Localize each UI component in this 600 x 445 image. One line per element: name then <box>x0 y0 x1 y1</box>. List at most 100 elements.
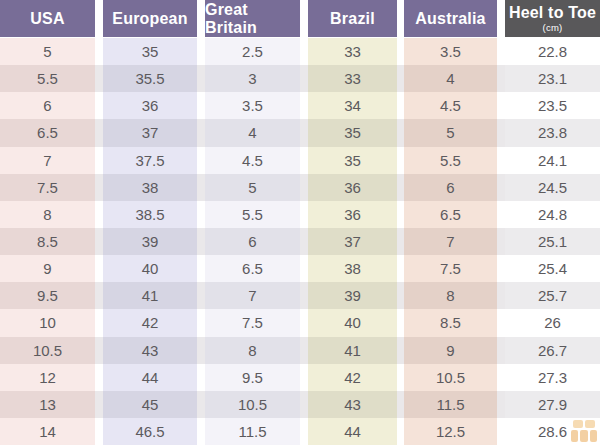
column-gap <box>197 228 205 255</box>
column-gap <box>497 391 505 418</box>
column-gap <box>300 228 308 255</box>
table-cell: 25.4 <box>505 255 600 282</box>
column-gap <box>497 65 505 92</box>
column-gap <box>497 228 505 255</box>
table-row: 7.538536624.5 <box>0 174 600 201</box>
table-cell: 4 <box>205 119 300 146</box>
column-gap <box>397 174 404 201</box>
table-cell: 8.5 <box>0 228 95 255</box>
column-gap <box>95 309 103 336</box>
column-gap <box>95 201 103 228</box>
column-gap <box>397 309 404 336</box>
table-cell: 3 <box>205 65 300 92</box>
table-cell: 22.8 <box>505 38 600 65</box>
column-gap <box>300 0 308 38</box>
table-body: 5352.5333.522.85.535.5333423.16363.5344.… <box>0 38 600 445</box>
table-header-row: USA European Great Britain Brazil Austra… <box>0 0 600 38</box>
column-gap <box>397 418 404 445</box>
table-cell: 35.5 <box>103 65 197 92</box>
column-gap <box>197 119 205 146</box>
table-row: 134510.54311.527.9 <box>0 391 600 418</box>
table-cell: 6 <box>0 92 95 119</box>
table-cell: 37 <box>103 119 197 146</box>
column-gap <box>197 255 205 282</box>
table-cell: 23.1 <box>505 65 600 92</box>
column-gap <box>497 309 505 336</box>
table-cell: 14 <box>0 418 95 445</box>
column-gap <box>397 255 404 282</box>
column-gap <box>197 65 205 92</box>
table-cell: 24.5 <box>505 174 600 201</box>
table-cell: 28.6 <box>505 418 600 445</box>
table-cell: 35 <box>308 119 397 146</box>
table-row: 737.54.5355.524.1 <box>0 147 600 174</box>
table-row: 6.537435523.8 <box>0 119 600 146</box>
table-cell: 33 <box>308 38 397 65</box>
column-gap <box>197 0 205 38</box>
table-cell: 5.5 <box>0 65 95 92</box>
table-cell: 46.5 <box>103 418 197 445</box>
column-gap <box>397 119 404 146</box>
column-header-usa: USA <box>0 0 95 37</box>
table-cell: 40 <box>308 309 397 336</box>
column-gap <box>95 228 103 255</box>
column-gap <box>497 201 505 228</box>
column-gap <box>397 282 404 309</box>
column-gap <box>95 391 103 418</box>
column-gap <box>300 364 308 391</box>
column-gap <box>95 282 103 309</box>
table-cell: 25.7 <box>505 282 600 309</box>
table-cell: 39 <box>308 282 397 309</box>
table-cell: 34 <box>308 92 397 119</box>
table-cell: 41 <box>103 282 197 309</box>
column-gap <box>95 337 103 364</box>
column-gap <box>497 337 505 364</box>
column-gap <box>197 309 205 336</box>
table-cell: 26.7 <box>505 337 600 364</box>
table-cell: 8.5 <box>404 309 497 336</box>
table-cell: 42 <box>103 309 197 336</box>
column-gap <box>397 147 404 174</box>
table-cell: 8 <box>205 337 300 364</box>
table-cell: 25.1 <box>505 228 600 255</box>
column-gap <box>397 364 404 391</box>
table-cell: 6.5 <box>205 255 300 282</box>
table-cell: 10 <box>0 309 95 336</box>
table-cell: 24.8 <box>505 201 600 228</box>
column-header-brazil: Brazil <box>308 0 397 37</box>
column-gap <box>95 0 103 38</box>
column-gap <box>197 174 205 201</box>
table-cell: 23.8 <box>505 119 600 146</box>
column-gap <box>397 228 404 255</box>
column-gap <box>300 418 308 445</box>
table-cell: 36 <box>103 92 197 119</box>
table-cell: 5.5 <box>205 201 300 228</box>
table-row: 5352.5333.522.8 <box>0 38 600 65</box>
heel-to-toe-unit-label: (cm) <box>543 23 563 33</box>
table-cell: 44 <box>308 418 397 445</box>
column-gap <box>95 364 103 391</box>
table-cell: 10.5 <box>404 364 497 391</box>
table-cell: 33 <box>308 65 397 92</box>
table-cell: 8 <box>404 282 497 309</box>
column-gap <box>397 201 404 228</box>
table-cell: 35 <box>103 38 197 65</box>
column-gap <box>397 337 404 364</box>
table-cell: 7.5 <box>205 309 300 336</box>
table-cell: 4.5 <box>205 147 300 174</box>
table-cell: 41 <box>308 337 397 364</box>
column-gap <box>197 364 205 391</box>
table-cell: 27.3 <box>505 364 600 391</box>
table-row: 838.55.5366.524.8 <box>0 201 600 228</box>
table-cell: 38 <box>103 174 197 201</box>
table-row: 9.541739825.7 <box>0 282 600 309</box>
table-cell: 3.5 <box>205 92 300 119</box>
table-cell: 7.5 <box>0 174 95 201</box>
column-gap <box>95 418 103 445</box>
table-cell: 13 <box>0 391 95 418</box>
table-cell: 9 <box>404 337 497 364</box>
column-gap <box>300 147 308 174</box>
table-row: 10.543841926.7 <box>0 337 600 364</box>
table-row: 10427.5408.526 <box>0 309 600 336</box>
table-row: 12449.54210.527.3 <box>0 364 600 391</box>
